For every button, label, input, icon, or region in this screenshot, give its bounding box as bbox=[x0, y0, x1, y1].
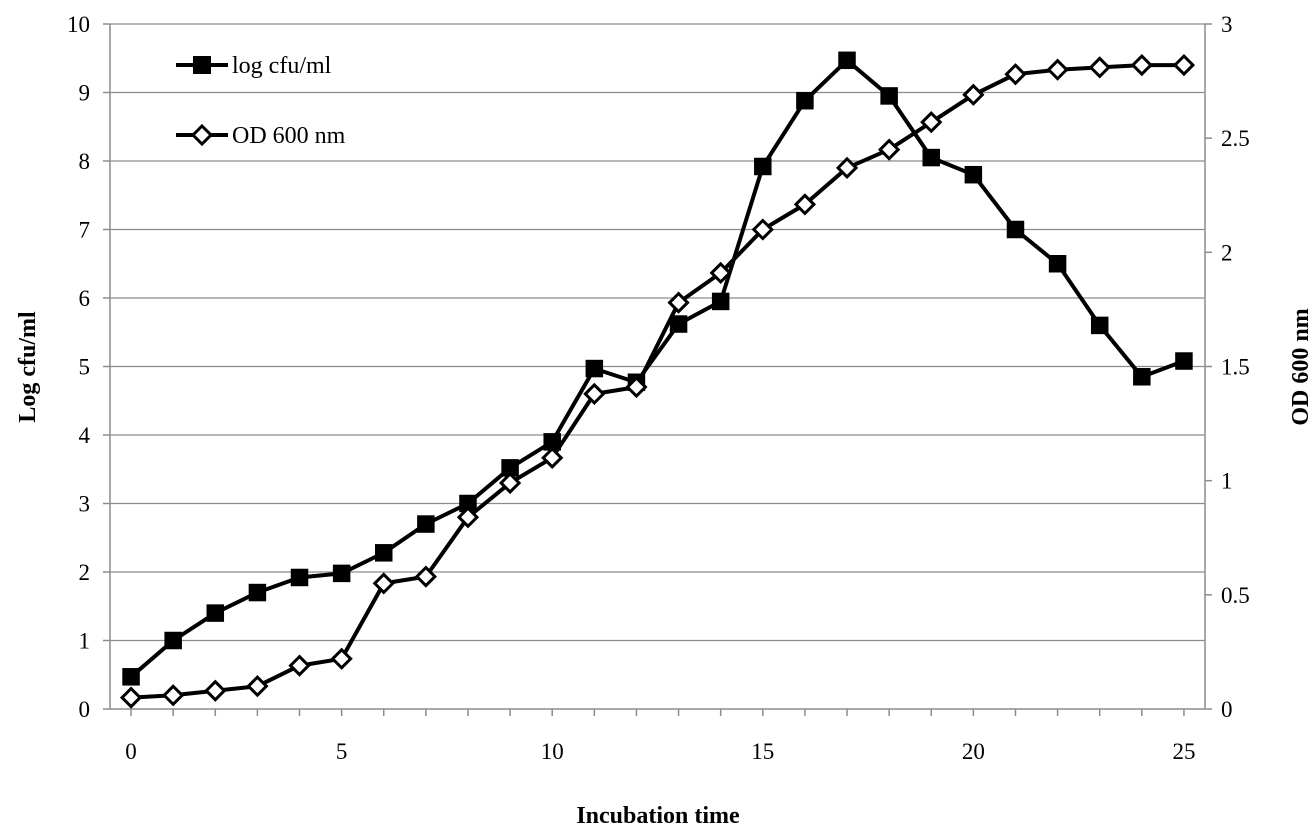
data-point-square bbox=[964, 165, 983, 184]
data-point-diamond bbox=[1130, 53, 1153, 77]
y-tick-label: 2 bbox=[79, 560, 91, 585]
data-point-square bbox=[332, 564, 351, 583]
data-point-diamond bbox=[962, 83, 985, 106]
data-point-square bbox=[585, 359, 604, 378]
x-axis-ticks: 0 5 10 15 20 25 bbox=[125, 709, 1195, 764]
y-tick-label: 10 bbox=[67, 12, 90, 37]
y2-axis-title: OD 600 nm bbox=[1288, 308, 1314, 425]
legend-label-log-cfu: log cfu/ml bbox=[232, 53, 332, 79]
data-point-square bbox=[922, 148, 940, 167]
data-point-square bbox=[1048, 255, 1067, 273]
y-axis-title: Log cfu/ml bbox=[15, 311, 41, 423]
data-point-diamond bbox=[456, 506, 480, 529]
legend-label-od-600: OD 600 nm bbox=[232, 123, 346, 149]
y-tick-label: 4 bbox=[79, 423, 91, 448]
data-point-diamond bbox=[541, 446, 564, 469]
data-point-square bbox=[1006, 220, 1025, 239]
y2-tick-label: 3 bbox=[1221, 12, 1233, 37]
series-layer bbox=[119, 51, 1196, 709]
x-tick-label: 5 bbox=[336, 739, 348, 764]
data-point-diamond bbox=[330, 647, 353, 670]
data-point-diamond bbox=[414, 565, 437, 588]
y-tick-label: 3 bbox=[79, 492, 91, 517]
data-point-diamond bbox=[920, 111, 943, 134]
y-tick-label: 6 bbox=[79, 286, 91, 311]
data-point-diamond bbox=[246, 675, 269, 698]
data-point-diamond bbox=[1172, 53, 1196, 77]
x-tick-label: 20 bbox=[962, 739, 985, 764]
data-point-square bbox=[206, 604, 225, 622]
legend-item-od-600: OD 600 nm bbox=[176, 123, 346, 149]
data-point-square bbox=[1133, 368, 1151, 386]
data-point-diamond bbox=[162, 684, 185, 707]
filled-square-marker-icon bbox=[193, 56, 211, 74]
data-point-diamond bbox=[498, 471, 522, 495]
left-axis-ticks: 0 1 2 3 4 5 6 7 8 9 10 bbox=[67, 12, 110, 722]
data-point-diamond bbox=[1046, 58, 1069, 81]
data-point-square bbox=[290, 568, 309, 587]
y-tick-label: 0 bbox=[79, 697, 91, 722]
y2-tick-label: 2.5 bbox=[1221, 126, 1250, 151]
legend: log cfu/ml OD 600 nm bbox=[176, 53, 346, 149]
y2-tick-label: 0.5 bbox=[1221, 583, 1250, 608]
data-point-square bbox=[164, 631, 182, 650]
data-point-square bbox=[122, 668, 140, 686]
right-axis-ticks: 0 0.5 1 1.5 2 2.5 3 bbox=[1205, 12, 1250, 722]
data-point-diamond bbox=[288, 654, 311, 677]
data-point-diamond bbox=[372, 572, 395, 595]
y-tick-label: 9 bbox=[79, 81, 91, 106]
data-point-square bbox=[1175, 352, 1193, 370]
data-point-square bbox=[838, 51, 856, 70]
data-point-square bbox=[417, 515, 435, 533]
data-point-diamond bbox=[1004, 63, 1027, 86]
data-point-diamond bbox=[667, 291, 690, 314]
x-axis-title: Incubation time bbox=[576, 803, 740, 826]
data-point-diamond bbox=[751, 218, 774, 241]
y2-tick-label: 0 bbox=[1221, 697, 1233, 722]
data-point-diamond bbox=[835, 156, 859, 179]
data-point-square bbox=[796, 91, 814, 110]
x-tick-label: 25 bbox=[1172, 739, 1195, 764]
x-tick-label: 0 bbox=[125, 739, 137, 764]
legend-item-log-cfu: log cfu/ml bbox=[176, 53, 332, 79]
data-point-diamond bbox=[204, 679, 227, 702]
data-point-diamond bbox=[583, 382, 606, 406]
y-tick-label: 8 bbox=[79, 149, 91, 174]
y-tick-label: 5 bbox=[79, 355, 91, 380]
y2-tick-label: 2 bbox=[1221, 240, 1233, 265]
data-point-square bbox=[248, 583, 267, 602]
data-point-diamond bbox=[793, 193, 817, 216]
open-diamond-marker-icon bbox=[190, 123, 214, 147]
data-point-diamond bbox=[119, 686, 143, 709]
data-point-square bbox=[375, 544, 393, 562]
data-point-diamond bbox=[1088, 56, 1111, 79]
data-point-diamond bbox=[878, 138, 901, 161]
data-point-square bbox=[754, 157, 772, 176]
data-point-diamond bbox=[625, 375, 648, 399]
data-point-square bbox=[1090, 316, 1109, 335]
data-point-square bbox=[711, 292, 730, 311]
data-point-square bbox=[669, 315, 688, 333]
x-tick-label: 10 bbox=[541, 739, 564, 764]
y-tick-label: 7 bbox=[79, 218, 91, 243]
y2-tick-label: 1 bbox=[1221, 469, 1233, 494]
series-1 bbox=[119, 53, 1196, 709]
y-tick-label: 1 bbox=[79, 629, 91, 654]
x-tick-label: 15 bbox=[751, 739, 774, 764]
data-point-diamond bbox=[709, 261, 732, 285]
y2-tick-label: 1.5 bbox=[1221, 355, 1250, 380]
data-point-square bbox=[880, 87, 898, 105]
